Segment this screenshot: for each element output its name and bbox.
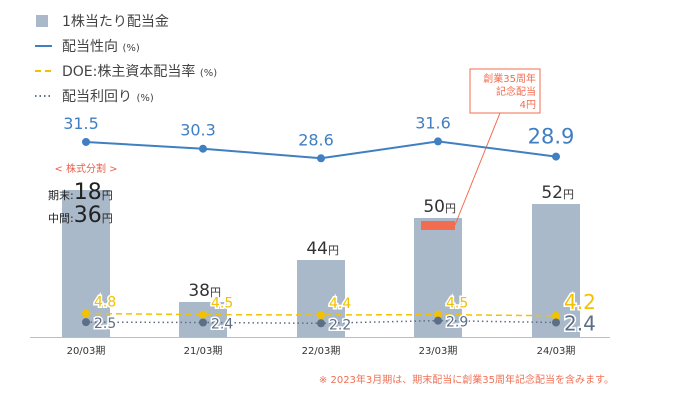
bar-value-unit: 円 bbox=[445, 202, 456, 215]
doe-label-20/03期: 4.8 bbox=[94, 295, 116, 311]
doe-point-22/03期 bbox=[317, 311, 325, 319]
bar-value-label-22/03期: 44円 bbox=[306, 239, 339, 259]
stock-split-row-2: 中間:36円 bbox=[48, 203, 113, 228]
doe-point-23/03期 bbox=[434, 310, 442, 319]
split-label: 期末: bbox=[48, 188, 74, 202]
x-tick-label-21/03期: 21/03期 bbox=[184, 345, 223, 357]
stock-split-title: < 株式分割 > bbox=[54, 162, 117, 175]
x-tick-label-20/03期: 20/03期 bbox=[67, 345, 106, 357]
dividend-yield-label-21/03期: 2.4 bbox=[211, 317, 233, 333]
split-unit: 円 bbox=[102, 189, 113, 202]
payout-ratio-label-22/03期: 28.6 bbox=[298, 130, 334, 149]
payout-ratio-point-21/03期 bbox=[199, 144, 207, 153]
dividend-yield-point-21/03期 bbox=[199, 318, 207, 327]
payout-ratio-label-21/03期: 30.3 bbox=[180, 121, 216, 140]
bar-value-label-23/03期: 50円 bbox=[423, 197, 456, 217]
dividend-yield-label-22/03期: 2.2 bbox=[329, 317, 351, 333]
doe-label-21/03期: 4.5 bbox=[211, 296, 233, 312]
dividend-yield-point-20/03期 bbox=[82, 318, 90, 327]
split-unit: 円 bbox=[102, 212, 113, 225]
commemorative-dividend-segment bbox=[421, 221, 455, 230]
payout-ratio-point-22/03期 bbox=[317, 154, 325, 163]
payout-ratio-label-20/03期: 31.5 bbox=[63, 114, 99, 133]
commemorative-callout-line-3: 4円 bbox=[520, 100, 536, 111]
bar-value-unit: 円 bbox=[210, 286, 221, 299]
bar-value-unit: 円 bbox=[563, 188, 574, 201]
commemorative-callout-line-1: 創業35周年 bbox=[483, 72, 536, 85]
doe-label-23/03期: 4.5 bbox=[446, 296, 468, 312]
legend-label-dividend: 1株当たり配当金 bbox=[62, 14, 169, 30]
doe-label-24/03期: 4.2 bbox=[564, 290, 596, 314]
dividend-yield-point-23/03期 bbox=[434, 316, 442, 325]
commemorative-callout-pointer bbox=[454, 112, 501, 226]
dividend-yield-point-24/03期 bbox=[552, 318, 560, 327]
doe-point-21/03期 bbox=[199, 310, 207, 319]
stock-split-row-1: 期末:18円 bbox=[48, 180, 113, 205]
dividend-yield-label-24/03期: 2.4 bbox=[564, 312, 596, 336]
payout-ratio-label-24/03期: 28.9 bbox=[528, 125, 575, 149]
x-tick-label-22/03期: 22/03期 bbox=[302, 345, 341, 357]
split-value: 18 bbox=[74, 180, 102, 205]
x-tick-label-24/03期: 24/03期 bbox=[537, 345, 576, 357]
legend-label-series-2: DOE:株主資本配当率 (%) bbox=[62, 63, 217, 80]
doe-point-20/03期 bbox=[82, 309, 90, 318]
legend-unit: (%) bbox=[122, 43, 139, 54]
legend-swatch-dividend bbox=[36, 15, 48, 27]
payout-ratio-point-20/03期 bbox=[82, 137, 90, 146]
bar-value-unit: 円 bbox=[328, 244, 339, 257]
payout-ratio-label-23/03期: 31.6 bbox=[415, 113, 451, 132]
doe-point-24/03期 bbox=[552, 311, 560, 320]
legend-unit: (%) bbox=[200, 68, 217, 79]
split-value: 36 bbox=[74, 203, 102, 228]
bar-value-label-24/03期: 52円 bbox=[541, 183, 574, 203]
payout-ratio-point-23/03期 bbox=[434, 137, 442, 146]
payout-ratio-point-24/03期 bbox=[552, 152, 560, 161]
dividend-yield-label-23/03期: 2.9 bbox=[446, 315, 468, 331]
dividend-yield-label-20/03期: 2.5 bbox=[94, 316, 116, 332]
x-tick-label-23/03期: 23/03期 bbox=[419, 345, 458, 357]
bar-value-label-21/03期: 38円 bbox=[188, 281, 221, 301]
commemorative-callout-line-2: 記念配当 bbox=[496, 85, 536, 98]
footnote: ※ 2023年3月期は、期末配当に創業35周年記念配当を含みます。 bbox=[319, 373, 614, 386]
commemorative-callout-box bbox=[469, 68, 541, 114]
legend-label-series-1: 配当性向 (%) bbox=[62, 39, 140, 55]
legend-label-series-3: 配当利回り (%) bbox=[62, 89, 154, 105]
legend-unit: (%) bbox=[136, 93, 153, 104]
doe-label-22/03期: 4.4 bbox=[329, 296, 351, 312]
split-label: 中間: bbox=[48, 212, 74, 225]
dividend-yield-point-22/03期 bbox=[317, 319, 325, 328]
